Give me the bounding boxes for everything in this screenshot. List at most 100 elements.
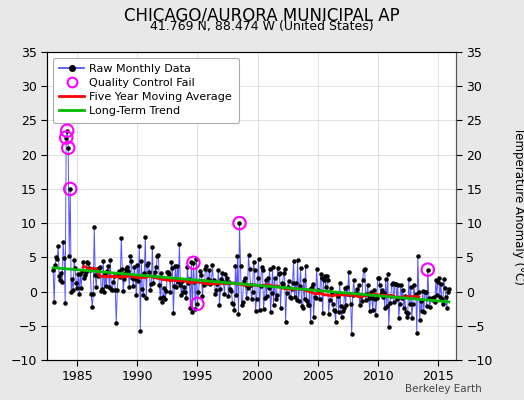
Point (321, 272, 329, 279)
Point (183, 264, 192, 270)
Point (267, 290, 276, 296)
Point (376, 281, 384, 288)
Point (429, 297, 437, 303)
Point (368, 307, 377, 314)
Point (390, 281, 399, 288)
Point (212, 287, 221, 294)
Point (263, 292, 271, 299)
Point (407, 284, 415, 291)
Point (50, 299, 58, 306)
Point (144, 260, 152, 266)
Point (179, 289, 188, 296)
Point (272, 292, 281, 298)
Point (142, 295, 150, 302)
Point (60, 254, 69, 261)
Point (93, 266, 102, 272)
Point (173, 262, 182, 269)
Point (151, 269, 159, 275)
Point (228, 300, 237, 306)
Point (220, 291, 228, 297)
Point (235, 220, 244, 226)
Point (292, 297, 301, 303)
Point (254, 256, 263, 263)
Point (434, 279, 442, 285)
Point (279, 270, 288, 276)
Point (104, 262, 113, 269)
Point (112, 320, 121, 326)
Point (339, 308, 347, 314)
Point (336, 303, 345, 310)
Point (300, 296, 309, 302)
Point (204, 276, 213, 282)
Point (165, 271, 173, 277)
Point (363, 290, 371, 297)
Point (81, 272, 90, 278)
Point (291, 280, 300, 287)
Point (357, 298, 366, 305)
Point (224, 293, 233, 299)
Point (310, 294, 319, 301)
Point (438, 296, 446, 302)
Text: CHICAGO/AURORA MUNICIPAL AP: CHICAGO/AURORA MUNICIPAL AP (124, 6, 400, 24)
Point (308, 284, 316, 290)
Point (356, 293, 365, 299)
Point (442, 294, 450, 300)
Point (230, 307, 238, 314)
Point (250, 267, 259, 273)
Point (230, 300, 238, 307)
Point (159, 294, 168, 300)
Point (57, 270, 66, 276)
Point (83, 259, 91, 265)
Point (304, 302, 313, 308)
Point (296, 283, 304, 289)
Point (149, 280, 158, 286)
Point (189, 260, 198, 266)
Point (107, 286, 115, 292)
Point (58, 278, 67, 285)
Point (388, 281, 396, 287)
Point (242, 295, 250, 302)
Point (362, 297, 370, 304)
Point (67, 289, 75, 295)
Point (75, 291, 83, 298)
Point (412, 291, 420, 297)
Point (62, 134, 70, 141)
Point (392, 296, 401, 302)
Point (129, 282, 137, 289)
Point (259, 306, 268, 312)
Point (182, 295, 191, 302)
Point (158, 299, 167, 306)
Point (310, 314, 318, 320)
Point (402, 314, 411, 320)
Point (237, 302, 246, 308)
Point (140, 270, 148, 276)
Point (160, 285, 169, 291)
Point (366, 308, 374, 314)
Point (141, 234, 149, 240)
Point (163, 269, 171, 275)
Point (196, 268, 205, 274)
Point (82, 269, 91, 275)
Point (154, 252, 162, 258)
Point (78, 268, 86, 274)
Point (178, 278, 187, 284)
Point (111, 287, 119, 293)
Point (256, 282, 265, 289)
Point (299, 305, 307, 311)
Point (55, 273, 63, 280)
Point (424, 294, 433, 301)
Point (270, 275, 279, 281)
Point (96, 264, 104, 270)
Point (287, 294, 295, 301)
Point (340, 305, 348, 311)
Point (150, 273, 159, 280)
Point (152, 264, 160, 270)
Point (221, 271, 230, 278)
Point (136, 328, 145, 334)
Point (97, 288, 105, 294)
Point (95, 264, 103, 271)
Point (235, 220, 244, 226)
Point (72, 279, 80, 286)
Point (322, 273, 331, 280)
Point (105, 284, 114, 290)
